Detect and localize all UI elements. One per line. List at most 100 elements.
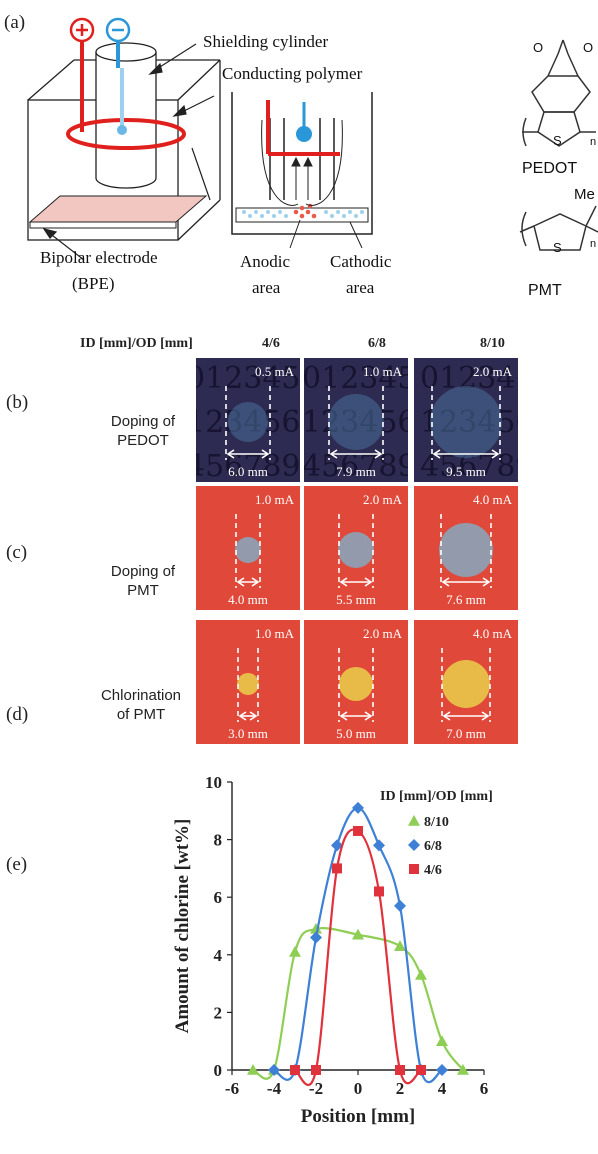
data-point-diamond (331, 839, 343, 852)
arrow-head-icon (432, 449, 441, 459)
x-tick-label: -2 (309, 1079, 323, 1098)
width-label: 7.0 mm (446, 726, 486, 741)
photo-cell: 2.0 mA 5.5 mm (304, 486, 408, 610)
data-point-square (409, 864, 419, 874)
anode-wire (66, 40, 186, 150)
x-axis-label: Position [mm] (301, 1106, 416, 1127)
doped-spot (338, 532, 374, 568)
arrow-head-icon (491, 449, 500, 459)
shielding-cylinder-shape (95, 42, 157, 189)
data-point-diamond (352, 801, 364, 814)
label-me: Me (574, 186, 595, 203)
arrow-head-icon (442, 711, 451, 721)
width-label: 6.0 mm (228, 464, 268, 479)
data-point-square (353, 825, 363, 836)
data-point-triangle (415, 968, 427, 980)
column-header-3: 8/10 (480, 336, 505, 351)
y-tick-label: 0 (214, 1061, 223, 1080)
bpe-plate (28, 195, 208, 223)
label-bpe-line1: Bipolar electrode (40, 248, 158, 267)
arrow-head-icon (251, 577, 260, 587)
y-axis-label: Amount of chlorine [wt%] (172, 819, 193, 1034)
arrow-head-icon (482, 577, 491, 587)
data-point-triangle (247, 1064, 259, 1075)
doped-spot (237, 673, 259, 695)
arrow-head-icon (339, 711, 348, 721)
arrow-head-icon (441, 577, 450, 587)
cathode-wire (116, 42, 127, 135)
x-tick-label: 2 (396, 1079, 405, 1098)
row-label-pedot-doping: Doping of PEDOT (110, 413, 176, 449)
pedot-structure (522, 39, 596, 147)
series-line-6-8 (273, 806, 443, 1084)
width-label: 3.0 mm (228, 726, 268, 741)
data-point-diamond (268, 1064, 280, 1076)
panel-label-e: (e) (6, 854, 28, 875)
label-conducting-polymer: Conducting polymer (222, 64, 363, 83)
photo-cell: 4.0 mA 7.0 mm (414, 620, 518, 744)
x-tick-label: 6 (480, 1079, 489, 1098)
chart-legend: ID [mm]/OD [mm] 8/10 6/8 4/6 (380, 789, 493, 878)
legend-title: ID [mm]/OD [mm] (380, 789, 493, 804)
data-point-triangle (310, 922, 322, 934)
legend-entry: 6/8 (424, 839, 442, 854)
label-pmt: PMT (528, 282, 562, 299)
panel-label-b: (b) (6, 392, 29, 413)
current-label: 2.0 mA (363, 626, 403, 641)
y-tick-label: 6 (214, 888, 223, 907)
doped-spot (235, 537, 261, 563)
x-tick-label: -6 (225, 1079, 239, 1098)
pmt-structure (519, 205, 598, 251)
width-label: 7.9 mm (336, 464, 376, 479)
arrow-head-icon (329, 449, 338, 459)
atom-s-pedot: S (553, 133, 562, 148)
arrow-head-icon (238, 711, 247, 721)
legend-entry: 4/6 (424, 863, 442, 878)
doped-spot (228, 402, 268, 442)
legend-entry: 8/10 (424, 815, 449, 830)
y-tick-label: 10 (205, 773, 222, 792)
current-label: 4.0 mA (473, 626, 513, 641)
background-print-text: 0123456789 (304, 361, 408, 396)
current-label: 1.0 mA (255, 626, 295, 641)
photo-cell: 01234567891234567845678901.0 mA7.9 mm (304, 358, 408, 482)
subscript-n-pmt: n (590, 238, 597, 250)
label-pedot: PEDOT (522, 160, 578, 177)
data-point-triangle (394, 940, 406, 951)
arrow-head-icon (261, 449, 270, 459)
column-header-1: 4/6 (262, 336, 280, 351)
cross-section-beaker (231, 92, 373, 249)
data-point-diamond (373, 839, 385, 852)
current-label: 1.0 mA (363, 364, 403, 379)
current-label: 2.0 mA (363, 492, 403, 507)
data-point-square (332, 863, 342, 874)
subscript-n-pedot: n (590, 136, 597, 148)
data-point-diamond (408, 839, 420, 851)
y-tick-label: 2 (214, 1003, 223, 1022)
y-tick-label: 8 (214, 831, 223, 850)
grid-header: ID [mm]/OD [mm] (80, 336, 193, 351)
row-label-pmt-doping: Doping of PMT (110, 563, 176, 599)
data-point-square (416, 1065, 426, 1075)
data-point-square (395, 1065, 405, 1075)
current-label: 2.0 mA (473, 364, 513, 379)
arrow-head-icon (374, 449, 383, 459)
width-label: 9.5 mm (446, 464, 486, 479)
photo-cell: 1.0 mA 3.0 mm (196, 620, 300, 744)
data-point-diamond (394, 899, 406, 912)
schematic-diagram (27, 17, 598, 261)
label-anodic-line2: area (252, 278, 281, 297)
panel-label-a: (a) (4, 12, 26, 33)
x-tick-label: -4 (267, 1079, 282, 1098)
arrow-head-icon (249, 711, 258, 721)
width-label: 5.5 mm (336, 592, 376, 607)
photo-cell: 2.0 mA 5.0 mm (304, 620, 408, 744)
arrow-head-icon (481, 711, 490, 721)
data-point-square (290, 1065, 300, 1075)
data-point-square (374, 886, 384, 897)
arrow-head-icon (339, 577, 348, 587)
photo-cell: 1.0 mA 4.0 mm (196, 486, 300, 610)
doped-spot (339, 667, 373, 701)
chlorine-profile-chart: 0 2 4 6 8 10 -6 -4 -2 0 2 4 6 Position [mm] Amount of … (172, 773, 493, 1127)
current-label: 0.5 mA (255, 364, 295, 379)
